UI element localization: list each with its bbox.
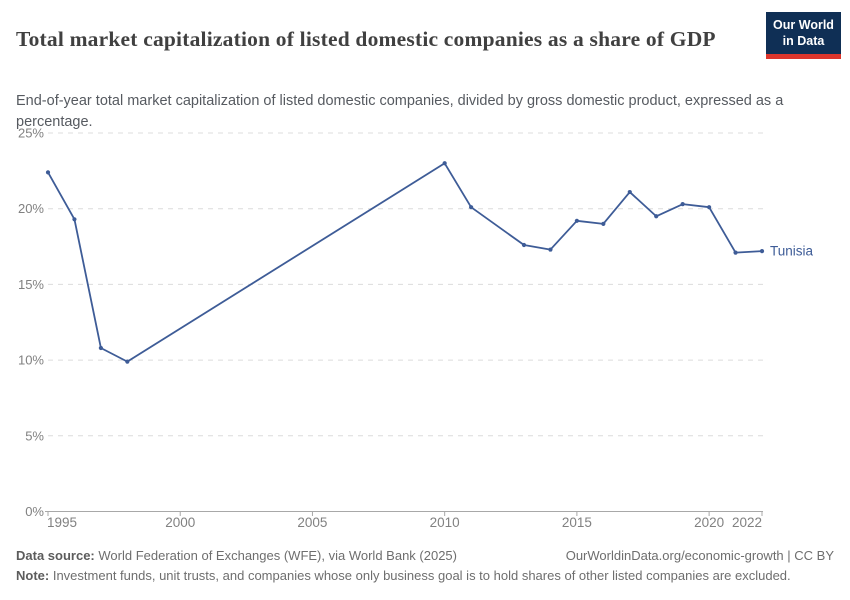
y-tick-label: 5% <box>25 428 44 443</box>
y-tick-label: 10% <box>18 353 44 368</box>
data-point <box>45 170 51 175</box>
y-tick-label: 15% <box>18 277 44 292</box>
data-point <box>654 214 659 219</box>
data-point <box>98 345 103 351</box>
chart-line <box>47 162 763 363</box>
data-point <box>680 202 685 207</box>
data-point <box>72 217 77 222</box>
owid-logo-line1: Our World <box>773 18 834 32</box>
page-title: Total market capitalization of listed do… <box>16 27 716 52</box>
owid-logo-line2: in Data <box>782 34 825 49</box>
data-source-label: Data source: <box>16 548 95 563</box>
data-point <box>733 250 738 255</box>
owid-cc-link[interactable]: OurWorldinData.org/economic-growth | CC … <box>565 548 834 563</box>
x-tick-label: 1995 <box>47 515 77 530</box>
footer-source-row: Data source: World Federation of Exchang… <box>16 546 834 566</box>
note-value: Investment funds, unit trusts, and compa… <box>52 568 791 583</box>
x-tick-label: 2015 <box>562 515 592 530</box>
chart-subtitle: End-of-year total market capitalization … <box>16 92 784 130</box>
x-tick-label: 2020 <box>694 515 724 530</box>
note-text: Note: Investment funds, unit trusts, and… <box>16 566 791 586</box>
data-source-text: Data source: World Federation of Exchang… <box>16 546 457 566</box>
x-tick-label: 2022 <box>732 515 762 530</box>
x-tick-label: 2000 <box>165 515 195 530</box>
x-tick-label: 2005 <box>297 515 327 530</box>
y-tick-label: 20% <box>18 201 44 216</box>
data-source-value: World Federation of Exchanges (WFE), via… <box>98 548 457 563</box>
data-point <box>627 189 632 195</box>
y-tick-label: 25% <box>18 126 44 141</box>
x-tick-label: 2010 <box>430 515 460 530</box>
chart-footer: Data source: World Federation of Exchang… <box>16 546 834 586</box>
data-point <box>707 205 712 210</box>
data-point <box>601 221 606 226</box>
data-point <box>759 248 765 254</box>
data-point <box>548 247 553 252</box>
data-point <box>442 161 447 166</box>
data-point <box>469 205 474 210</box>
data-point <box>574 218 579 223</box>
note-label: Note: <box>16 568 50 583</box>
data-point <box>521 242 527 248</box>
data-point <box>125 359 130 364</box>
y-tick-label: 0% <box>25 504 44 519</box>
owid-logo[interactable]: Our World in Data <box>766 12 841 59</box>
footer-note-row: Note: Investment funds, unit trusts, and… <box>16 566 834 586</box>
series-end-label: Tunisia <box>770 244 814 259</box>
